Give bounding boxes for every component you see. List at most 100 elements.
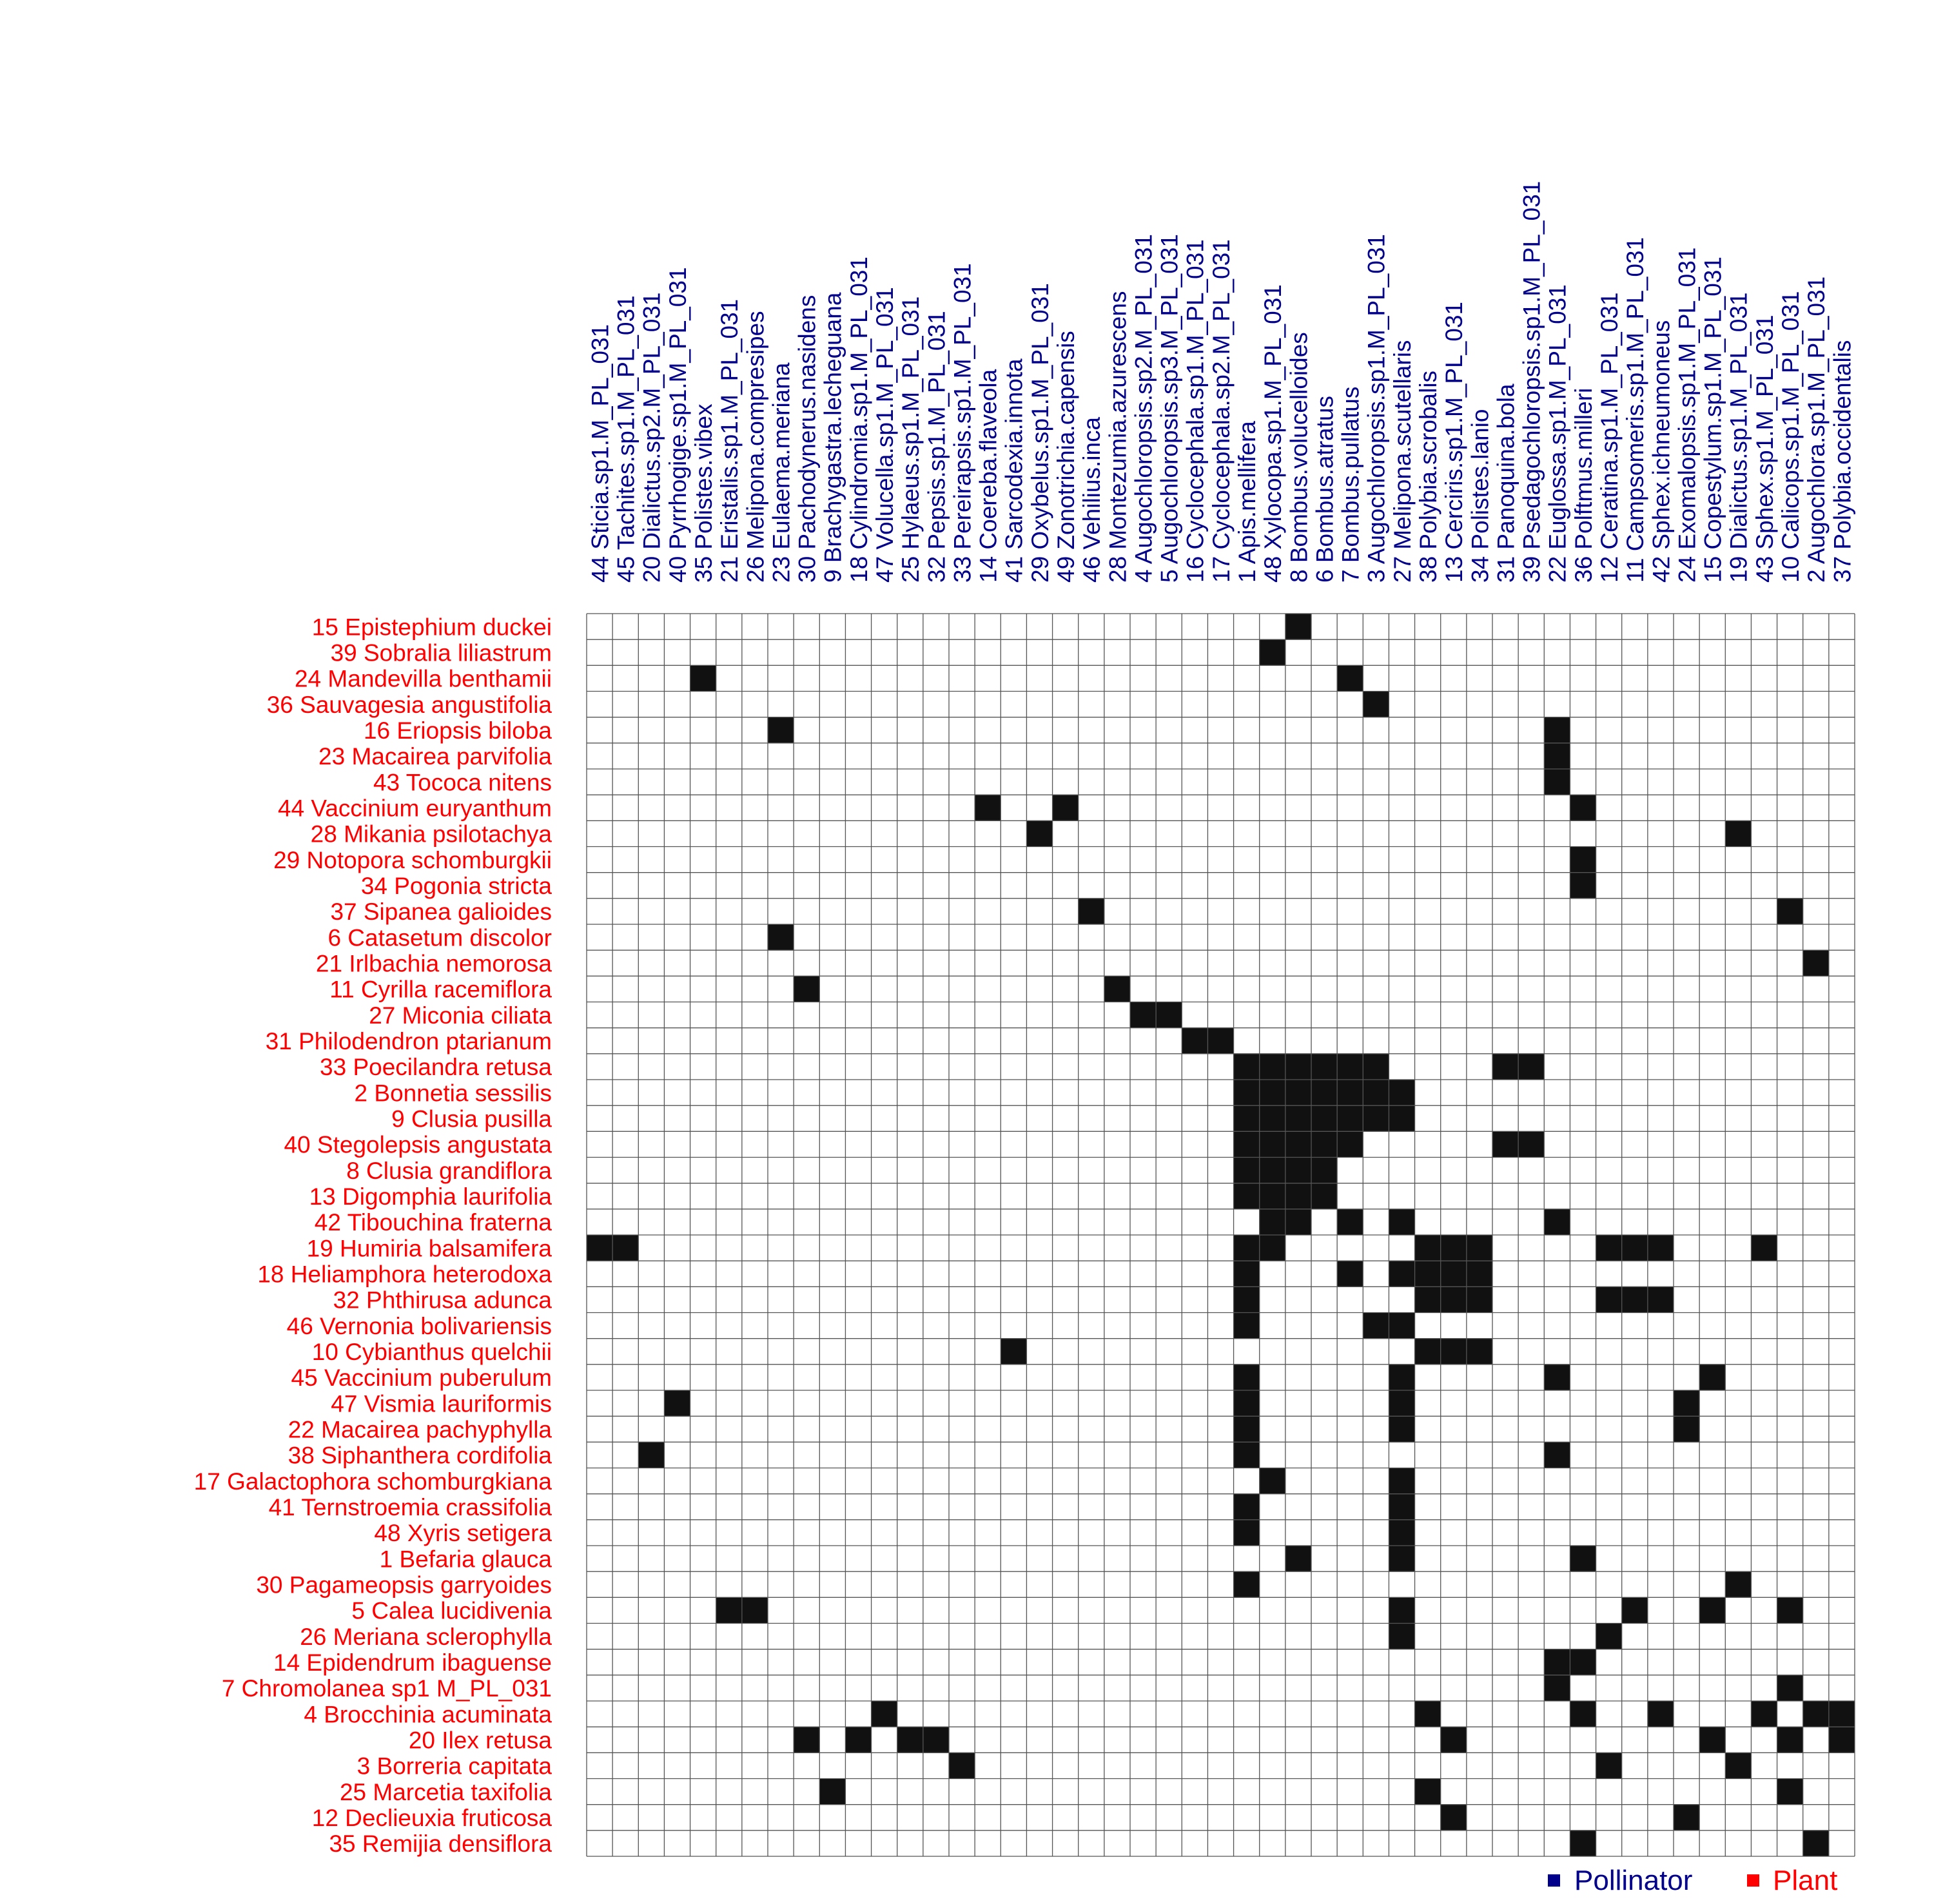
plant-label: 28 Mikania psilotachya: [311, 821, 552, 848]
interaction-cell: [1337, 1080, 1363, 1106]
interaction-cell: [1466, 1235, 1492, 1261]
pollinator-label: 36 Polftmus.milleri: [1570, 388, 1597, 583]
pollinator-label: 10 Calicops.sp1.M_PL_031: [1777, 291, 1804, 583]
plant-label: 32 Phthirusa adunca: [333, 1287, 552, 1314]
pollinator-label: 11 Campsomeris.sp1.M_PL_031: [1622, 237, 1648, 583]
interaction-cell: [923, 1727, 949, 1753]
interaction-cell: [1440, 1287, 1467, 1313]
plant-label: 4 Brocchinia acuminata: [304, 1701, 552, 1727]
plant-label: 15 Epistephium duckei: [312, 614, 552, 640]
plant-label: 43 Tococa nitens: [373, 769, 552, 795]
interaction-cell: [1337, 1131, 1363, 1158]
pollinator-label: 4 Augochloropsis.sp2.M_PL_031: [1130, 234, 1157, 583]
interaction-cell: [1596, 1623, 1622, 1649]
interaction-cell: [1285, 1105, 1311, 1132]
interaction-cell: [1052, 795, 1079, 821]
plant-label: 13 Digomphia laurifolia: [309, 1183, 552, 1210]
interaction-cell: [1233, 1416, 1260, 1443]
pollinator-label: 5 Augochloropsis.sp3.M_PL_031: [1157, 234, 1183, 583]
plant-label: 29 Notopora schomburgkii: [273, 847, 552, 873]
interaction-cell: [1233, 1053, 1260, 1080]
interaction-cell: [1233, 1442, 1260, 1468]
interaction-cell: [1674, 1416, 1700, 1443]
pollinator-label: 31 Panoquina.bola: [1492, 384, 1519, 583]
interaction-cell: [1570, 1649, 1596, 1675]
interaction-cell: [975, 795, 1001, 821]
interaction-cell: [1285, 614, 1311, 640]
interaction-cell: [1440, 1727, 1467, 1753]
plant-label: 39 Sobralia liliastrum: [331, 640, 552, 666]
interaction-cell: [1233, 1261, 1260, 1287]
pollinator-label: 33 Pereirapsis.sp1.M_PL_031: [949, 263, 975, 583]
interaction-cell: [1207, 1027, 1234, 1054]
interaction-cell: [1259, 1157, 1285, 1183]
interaction-cell: [1440, 1338, 1467, 1365]
plant-label: 3 Borreria capitata: [357, 1753, 552, 1780]
interaction-cell: [1285, 1131, 1311, 1158]
interaction-cell: [1259, 639, 1285, 666]
plant-label: 7 Chromolanea sp1 M_PL_031: [222, 1675, 552, 1702]
interaction-cell: [1285, 1053, 1311, 1080]
interaction-cell: [1259, 1080, 1285, 1106]
interaction-cell: [1259, 1053, 1285, 1080]
plant-label: 48 Xyris setigera: [374, 1520, 552, 1546]
plant-label: 21 Irlbachia nemorosa: [316, 951, 552, 977]
plant-label: 23 Macairea parvifolia: [318, 743, 552, 770]
plant-label: 26 Meriana sclerophylla: [300, 1624, 552, 1650]
interaction-cell: [1285, 1546, 1311, 1572]
interaction-cell: [1751, 1235, 1777, 1261]
interaction-cell: [1389, 1623, 1415, 1649]
interaction-cell: [1233, 1105, 1260, 1132]
interaction-cell: [1311, 1080, 1338, 1106]
interaction-cell: [1311, 1157, 1338, 1183]
pollinator-label: 26 Melipona.compresipes: [742, 311, 768, 583]
pollinator-label: 9 Brachygastra.lecheguana: [820, 292, 846, 583]
pollinator-label: 1 Apis.mellifera: [1234, 421, 1260, 583]
interaction-cell: [1311, 1131, 1338, 1158]
interaction-cell: [1389, 1597, 1415, 1624]
interaction-cell: [1337, 1261, 1363, 1287]
plant-label: 36 Sauvagesia angustifolia: [267, 692, 552, 718]
interaction-cell: [1389, 1080, 1415, 1106]
interaction-cell: [1389, 1364, 1415, 1390]
interaction-cell: [1337, 1209, 1363, 1235]
pollinator-label: 29 Oxybelus.sp1.M_PL_031: [1027, 283, 1053, 583]
interaction-cell: [1259, 1183, 1285, 1209]
interaction-cell: [1363, 1312, 1389, 1339]
interaction-cell: [768, 924, 794, 951]
interaction-cell: [1544, 1209, 1570, 1235]
interaction-cell: [1621, 1287, 1648, 1313]
interaction-cell: [1285, 1157, 1311, 1183]
pollinator-labels: 44 Sticia.sp1.M_PL_031 45 Tachites.sp1.M_…: [587, 181, 1855, 583]
plant-label: 2 Bonnetia sessilis: [355, 1080, 552, 1106]
interaction-cell: [1233, 1183, 1260, 1209]
plant-label: 18 Heliamphora heterodoxa: [257, 1261, 552, 1288]
interaction-cell: [664, 1390, 690, 1417]
interaction-cell: [1233, 1080, 1260, 1106]
plant-label: 27 Miconia ciliata: [369, 1002, 552, 1029]
interaction-cell: [1414, 1261, 1441, 1287]
interaction-cell: [1363, 1053, 1389, 1080]
legend-plant-swatch: [1747, 1874, 1759, 1887]
plant-label: 31 Philodendron ptarianum: [266, 1028, 552, 1054]
interaction-cell: [845, 1727, 872, 1753]
interaction-cell: [871, 1701, 897, 1727]
interaction-cell: [1233, 1235, 1260, 1261]
interaction-cell: [1570, 1830, 1596, 1856]
plant-label: 37 Sipanea galioides: [330, 899, 552, 925]
interaction-cell: [1777, 898, 1803, 924]
interaction-cell: [1311, 1053, 1338, 1080]
pollinator-label: 13 Cerciris.sp1.M_PL_031: [1441, 302, 1467, 583]
interaction-cell: [1596, 1287, 1622, 1313]
interaction-cell: [1389, 1546, 1415, 1572]
interaction-cell: [1389, 1105, 1415, 1132]
pollinator-label: 47 Volucella.sp1.M_PL_031: [872, 287, 898, 583]
pollinator-label: 18 Cylindromia.sp1.M_PL_031: [846, 257, 872, 583]
plant-label: 33 Poecilandra retusa: [320, 1054, 552, 1080]
interaction-cell: [1414, 1287, 1441, 1313]
interaction-cell: [1233, 1157, 1260, 1183]
interaction-cell: [1828, 1701, 1855, 1727]
interaction-cell: [1777, 1778, 1803, 1805]
pollinator-label: 46 Vehilius.inca: [1079, 416, 1105, 583]
